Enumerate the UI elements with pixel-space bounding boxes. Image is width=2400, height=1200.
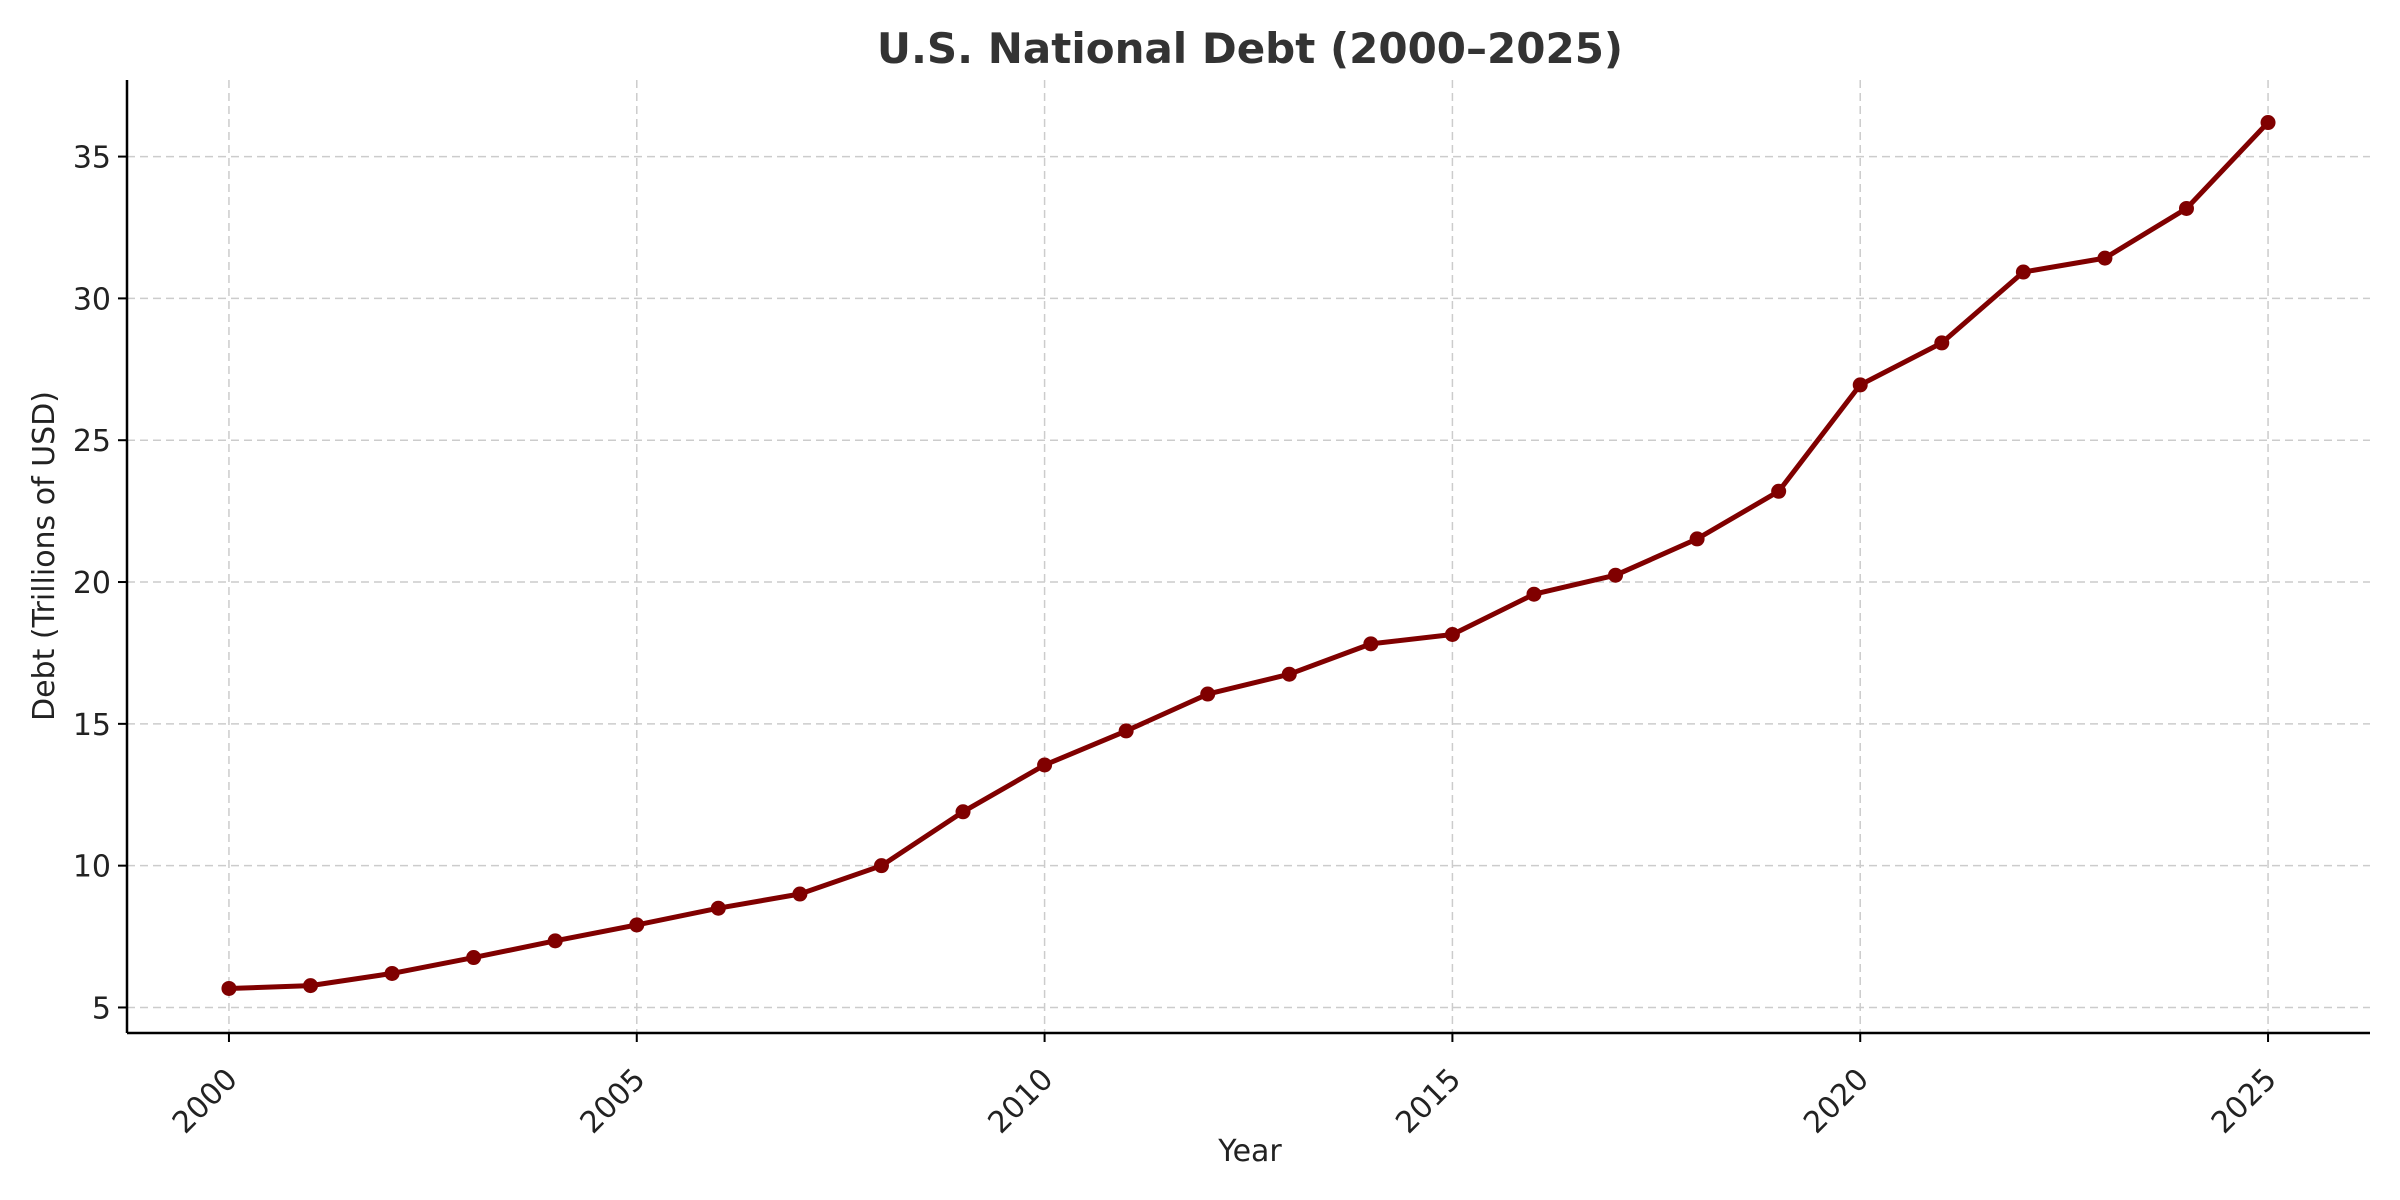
data-point <box>1689 531 1705 547</box>
data-point <box>1363 636 1379 652</box>
data-point <box>629 917 645 933</box>
data-point <box>2178 200 2194 216</box>
data-point <box>1444 626 1460 642</box>
data-point <box>2015 264 2031 280</box>
data-point <box>1852 377 1868 393</box>
data-point <box>1281 666 1297 682</box>
data-point <box>466 950 482 966</box>
data-point <box>873 858 889 874</box>
data-point <box>1934 335 1950 351</box>
axes <box>125 80 2370 1035</box>
data-point <box>221 980 237 996</box>
data-point <box>955 804 971 820</box>
series-layer <box>221 115 2276 996</box>
data-point <box>1526 586 1542 602</box>
series-line <box>226 120 2271 991</box>
data-point <box>1608 567 1624 583</box>
x-tick-label: 2005 <box>574 1062 653 1141</box>
data-point <box>1118 723 1134 739</box>
y-tick-label: 15 <box>73 708 111 743</box>
data-point <box>710 900 726 916</box>
data-point <box>1771 483 1787 499</box>
data-point <box>384 965 400 981</box>
y-tick-label: 10 <box>73 850 111 885</box>
y-tick-label: 25 <box>73 424 111 459</box>
y-axis-label: Debt (Trillions of USD) <box>27 391 62 721</box>
x-tick-label: 2025 <box>2205 1062 2284 1141</box>
x-tick-label: 2000 <box>166 1062 245 1141</box>
data-point <box>2097 250 2113 266</box>
data-point <box>1037 757 1053 773</box>
data-point <box>303 978 319 994</box>
data-point <box>792 886 808 902</box>
x-tick-label: 2010 <box>982 1062 1061 1141</box>
x-tick-label: 2015 <box>1389 1062 1468 1141</box>
data-point <box>1200 686 1216 702</box>
y-tick-label: 5 <box>92 991 111 1026</box>
y-tick-label: 35 <box>73 141 111 176</box>
data-point <box>2260 115 2276 131</box>
x-tick-label: 2020 <box>1797 1062 1876 1141</box>
chart-title: U.S. National Debt (2000–2025) <box>877 24 1623 73</box>
x-axis-label: Year <box>1217 1134 1282 1169</box>
data-point <box>547 933 563 949</box>
grid <box>127 80 2370 1033</box>
y-tick-label: 30 <box>73 282 111 317</box>
y-tick-label: 20 <box>73 566 111 601</box>
